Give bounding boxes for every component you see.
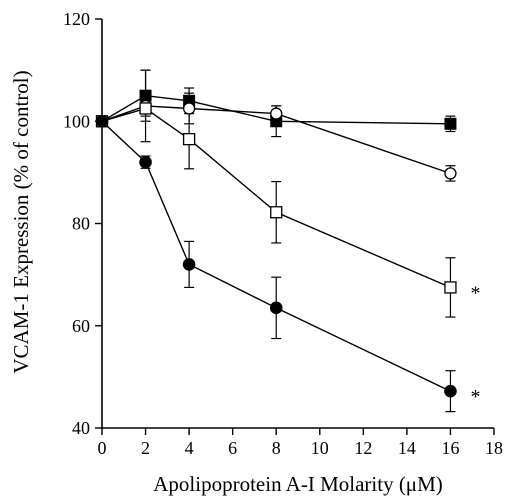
series-2-point [270,206,283,219]
series-2-point [444,281,457,294]
y-axis-title: VCAM-1 Expression (% of control) [9,70,33,373]
series-1-point [444,167,457,180]
x-tick-label: 14 [398,438,416,458]
series-3-point [182,258,196,271]
x-tick-label: 2 [141,438,150,458]
x-tick-label: 6 [228,438,237,458]
significance-asterisk: * [470,282,480,304]
y-tick-label: 80 [72,214,90,234]
y-tick-label: 120 [63,9,90,29]
series-0-point [139,89,152,102]
x-tick-label: 18 [485,438,503,458]
significance-asterisk: * [470,386,480,408]
series-3-point [444,384,457,398]
series-3-point [95,114,109,128]
x-tick-label: 10 [311,438,329,458]
series-1-point [182,102,196,115]
series-0-point [444,117,457,130]
x-axis-title: Apolipoprotein A-I Molarity (μM) [153,472,442,496]
y-tick-label: 40 [72,418,90,438]
x-tick-label: 16 [441,438,459,458]
x-tick-label: 12 [354,438,372,458]
series-2-point [139,102,152,115]
series-3-line [101,120,451,392]
y-tick-label: 100 [63,111,90,131]
y-tick-label: 60 [72,316,90,336]
series-3-point [139,155,152,169]
series-3-point [269,301,283,315]
x-tick-label: 4 [185,438,194,458]
x-tick-label: 8 [272,438,281,458]
x-tick-label: 0 [98,438,107,458]
series-1-point [270,107,283,120]
series-2-point [182,132,196,146]
